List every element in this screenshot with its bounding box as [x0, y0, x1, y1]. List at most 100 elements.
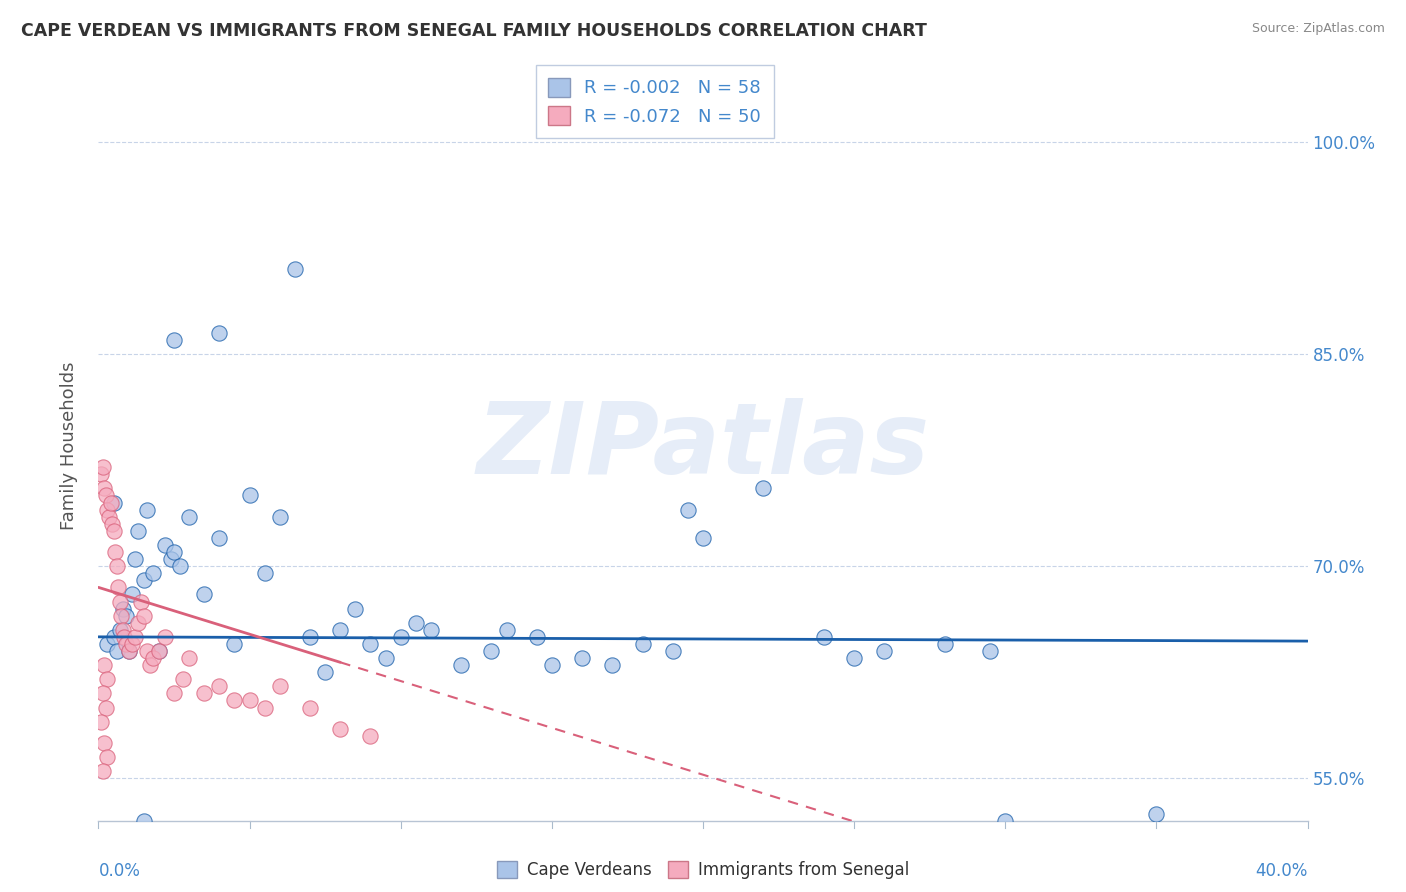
Point [132, 814, 155, 828]
Y-axis label: Family Households: Family Households [59, 362, 77, 530]
Point [571, 651, 593, 665]
Point [540, 658, 562, 673]
Point [1146, 806, 1168, 821]
Point [224, 637, 246, 651]
Point [934, 637, 956, 651]
Point [96, 750, 118, 764]
Point [139, 658, 162, 673]
Point [269, 679, 291, 693]
Point [208, 679, 231, 693]
Point [103, 495, 125, 509]
Point [314, 665, 336, 680]
Point [269, 509, 291, 524]
Point [135, 502, 157, 516]
Point [103, 630, 125, 644]
Point [602, 658, 624, 673]
Point [108, 623, 131, 637]
Point [112, 630, 135, 644]
Text: Source: ZipAtlas.com: Source: ZipAtlas.com [1251, 22, 1385, 36]
Text: ZIPatlas: ZIPatlas [477, 398, 929, 494]
Point [676, 502, 699, 516]
Point [90, 467, 112, 482]
Point [299, 630, 322, 644]
Point [169, 559, 191, 574]
Point [98, 509, 121, 524]
Point [374, 651, 396, 665]
Point [93, 482, 115, 496]
Point [110, 608, 132, 623]
Point [118, 644, 141, 658]
Point [450, 658, 472, 673]
Point [153, 630, 176, 644]
Point [405, 615, 427, 630]
Point [114, 608, 136, 623]
Point [329, 623, 352, 637]
Point [90, 714, 112, 729]
Point [121, 587, 143, 601]
Point [129, 594, 152, 608]
Point [495, 623, 517, 637]
Point [481, 644, 503, 658]
Point [208, 326, 231, 340]
Point [979, 644, 1001, 658]
Point [104, 545, 127, 559]
Point [873, 644, 896, 658]
Point [163, 333, 186, 347]
Point [224, 693, 246, 707]
Point [100, 495, 122, 509]
Point [93, 736, 115, 750]
Point [114, 637, 136, 651]
Point [389, 630, 412, 644]
Point [148, 644, 170, 658]
Point [91, 764, 114, 779]
Point [124, 630, 146, 644]
Point [127, 524, 149, 538]
Point [96, 637, 118, 651]
Point [105, 559, 128, 574]
Point [813, 630, 835, 644]
Legend: R = -0.002   N = 58, R = -0.072   N = 50: R = -0.002 N = 58, R = -0.072 N = 50 [536, 65, 773, 138]
Point [142, 566, 165, 581]
Point [994, 814, 1017, 828]
Point [124, 552, 146, 566]
Point [284, 262, 307, 277]
Point [163, 686, 186, 700]
Point [360, 637, 382, 651]
Point [692, 531, 714, 545]
Point [132, 608, 155, 623]
Point [121, 637, 143, 651]
Point [526, 630, 548, 644]
Point [91, 686, 114, 700]
Point [127, 615, 149, 630]
Point [142, 651, 165, 665]
Point [103, 524, 125, 538]
Text: 0.0%: 0.0% [98, 862, 141, 880]
Point [96, 502, 118, 516]
Point [93, 658, 115, 673]
Point [91, 460, 114, 475]
Point [239, 488, 262, 502]
Point [153, 538, 176, 552]
Point [94, 488, 117, 502]
Point [96, 673, 118, 687]
Point [118, 644, 141, 658]
Point [253, 566, 276, 581]
Point [631, 637, 654, 651]
Point [101, 516, 124, 531]
Point [105, 644, 128, 658]
Point [163, 545, 186, 559]
Point [299, 700, 322, 714]
Point [752, 482, 775, 496]
Point [253, 700, 276, 714]
Point [239, 693, 262, 707]
Point [193, 686, 215, 700]
Point [344, 601, 367, 615]
Point [107, 580, 129, 594]
Point [193, 587, 215, 601]
Point [420, 623, 443, 637]
Point [844, 651, 866, 665]
Point [661, 644, 683, 658]
Point [179, 651, 201, 665]
Point [208, 531, 231, 545]
Point [111, 623, 134, 637]
